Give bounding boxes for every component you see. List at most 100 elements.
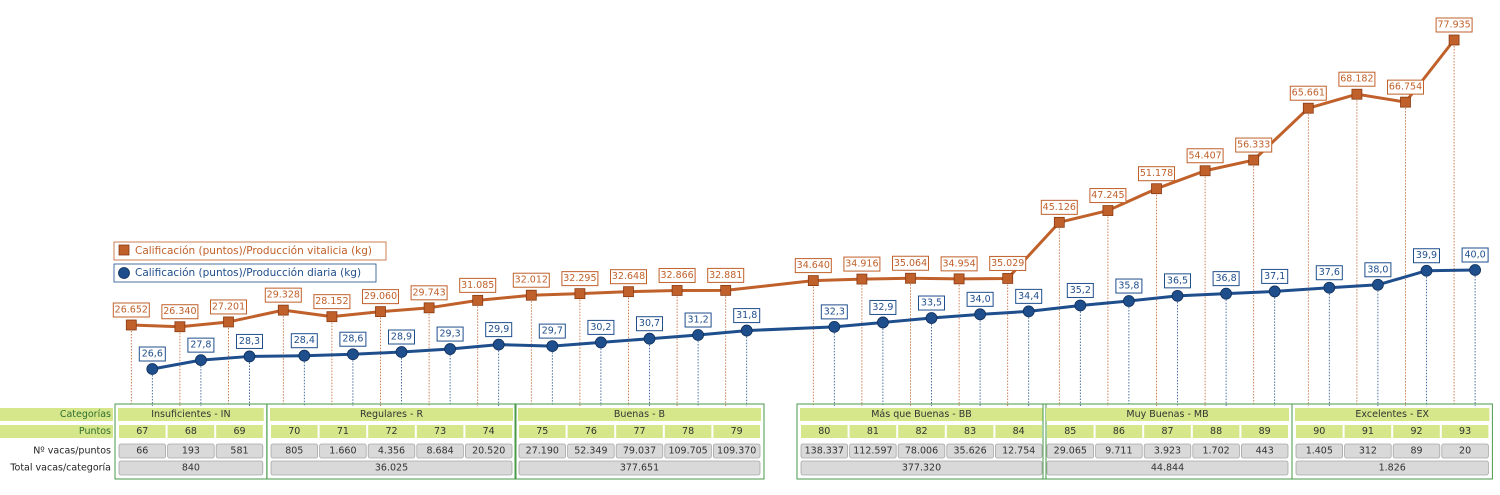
legend-box-vitalicia	[113, 241, 387, 261]
points-cell	[1393, 425, 1440, 438]
label-box-vitalicia	[658, 267, 696, 283]
label-box-diaria	[1461, 247, 1489, 263]
point-vitalicia	[720, 284, 732, 296]
points-cell	[995, 425, 1042, 438]
points-cell	[368, 425, 415, 438]
point-diaria	[1074, 299, 1087, 312]
point-vitalicia	[1053, 216, 1065, 228]
cows-cell	[800, 443, 848, 459]
category-name: Muy Buenas - MB	[1126, 409, 1208, 420]
data-table: Categorías Puntos Nº vacas/puntos Total vac…	[0, 403, 1493, 480]
cows-value: 3.923	[1154, 446, 1181, 457]
point-vitalicia	[623, 286, 634, 298]
points-value: 91	[1362, 426, 1374, 437]
points-value: 89	[1259, 426, 1271, 437]
points-cell	[1144, 425, 1191, 438]
points-value: 92	[1410, 426, 1422, 437]
total-value: 36.025	[375, 463, 408, 474]
point-vitalicia	[375, 306, 386, 318]
cows-value: 20	[1459, 446, 1471, 457]
cows-cell	[897, 443, 946, 459]
cows-cell	[1441, 443, 1489, 459]
total-cell	[800, 460, 1043, 476]
row-label-puntos: Puntos	[79, 426, 111, 437]
points-cell	[119, 425, 166, 438]
point-vitalicia	[174, 321, 186, 333]
points-cell	[271, 425, 318, 438]
data-label-vitalicia: 32.881	[709, 270, 742, 281]
label-box-diaria	[1364, 262, 1392, 278]
points-value: 68	[185, 426, 197, 437]
label-box-diaria	[733, 308, 761, 324]
total-cell	[270, 460, 513, 476]
points-value: 79	[731, 426, 743, 437]
points-cell	[1047, 425, 1094, 438]
legend-square-marker	[118, 244, 130, 256]
total-cell	[518, 460, 761, 476]
cows-value: 443	[1256, 446, 1274, 457]
cows-value: 312	[1359, 446, 1377, 457]
total-cell	[1295, 460, 1489, 476]
cows-cell	[215, 443, 264, 459]
label-box-vitalicia	[1186, 148, 1224, 164]
points-value: 93	[1459, 426, 1471, 437]
cows-cell	[167, 443, 215, 459]
cows-value: 4.356	[378, 446, 405, 457]
cows-value: 9.711	[1105, 446, 1132, 457]
point-vitalicia	[277, 304, 289, 316]
points-value: 90	[1313, 426, 1325, 437]
points-value: 73	[434, 426, 446, 437]
label-box-vitalicia	[707, 267, 745, 283]
points-cell	[616, 425, 663, 438]
label-box-vitalicia	[794, 258, 832, 274]
point-diaria	[1420, 264, 1433, 277]
category-group-border	[514, 403, 765, 480]
label-box-diaria	[1015, 288, 1043, 304]
points-cell	[664, 425, 712, 438]
point-vitalicia	[856, 273, 868, 285]
label-box-vitalicia	[1435, 17, 1473, 33]
data-label-diaria: 30,2	[590, 322, 611, 333]
data-label-vitalicia: 56.333	[1237, 140, 1270, 151]
point-vitalicia	[1448, 34, 1460, 46]
category-name: Más que Buenas - BB	[871, 409, 972, 420]
legend-label-vitalicia: Calificación (puntos)/Producción vitalic…	[135, 245, 372, 257]
data-label-diaria: 34,0	[970, 294, 991, 305]
label-box-diaria	[339, 331, 367, 347]
data-label-diaria: 37,6	[1319, 267, 1340, 278]
point-diaria	[877, 316, 889, 329]
points-cell	[167, 425, 215, 438]
total-value: 1.826	[1379, 463, 1406, 474]
cows-cell	[270, 443, 318, 459]
label-box-diaria	[1115, 278, 1143, 294]
point-vitalicia	[671, 285, 683, 296]
category-group-border	[1291, 403, 1493, 480]
row-label-total-vacas: Total vacas/categoría	[9, 463, 111, 474]
points-value: 81	[867, 426, 879, 437]
point-vitalicia	[1248, 154, 1260, 166]
label-box-diaria	[436, 326, 464, 342]
cows-cell	[1192, 443, 1240, 459]
point-diaria	[740, 324, 753, 337]
series-vitalicia: 26.652 26.340 27.201 29.328 28.152 29.060 29.7…	[112, 17, 1473, 333]
series-diaria: 26,6 27,8 28,3 28,4 28,6 28,9 29,3 29,9 29,7 30,2…	[138, 247, 1489, 375]
cows-cell	[1241, 443, 1289, 459]
label-box-diaria	[1413, 248, 1440, 264]
label-box-vitalicia	[210, 299, 247, 315]
point-diaria	[298, 349, 311, 362]
cows-value: 138.337	[805, 446, 844, 457]
cows-value: 52.349	[574, 446, 607, 457]
point-vitalicia	[525, 289, 537, 301]
point-diaria	[595, 336, 607, 349]
data-label-vitalicia: 65.661	[1292, 88, 1325, 99]
label-box-diaria	[869, 299, 897, 315]
data-label-vitalicia: 27.201	[212, 301, 245, 312]
data-label-vitalicia: 77.935	[1437, 20, 1470, 31]
data-label-vitalicia: 34.640	[797, 260, 830, 271]
label-box-diaria	[236, 333, 263, 349]
point-vitalicia	[953, 273, 965, 285]
cows-value: 66	[136, 446, 148, 457]
cows-value: 112.597	[853, 446, 892, 457]
label-box-diaria	[485, 322, 513, 338]
legend-circle-marker	[118, 267, 130, 279]
